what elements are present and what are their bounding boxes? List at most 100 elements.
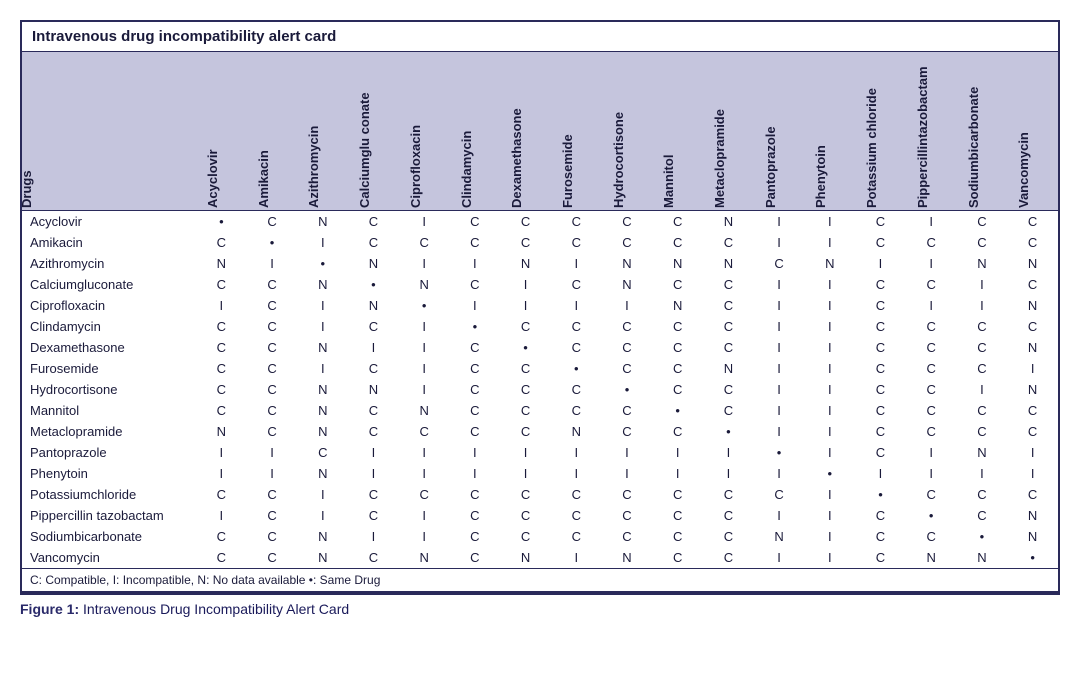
cell-value: I [804,379,855,400]
cell-value: • [602,379,653,400]
header-col-label: Clindamycin [459,190,474,208]
cell-value: • [297,253,348,274]
cell-value: I [297,484,348,505]
cell-value: I [196,505,247,526]
cell-value: N [703,253,754,274]
cell-value: I [196,463,247,484]
cell-value: C [399,484,450,505]
cell-value: I [450,442,501,463]
cell-value: C [652,484,703,505]
cell-value: C [450,421,501,442]
row-drug-name: Mannitol [22,400,196,421]
cell-value: I [754,274,805,295]
header-col: Acyclovir [196,52,247,211]
cell-value: C [754,253,805,274]
cell-value: N [348,295,399,316]
cell-value: N [1007,337,1058,358]
cell-value: C [551,232,602,253]
cell-value: • [551,358,602,379]
cell-value: C [855,526,906,547]
cell-value: • [196,211,247,233]
cell-value: I [652,442,703,463]
cell-value: C [500,400,551,421]
cell-value: C [551,316,602,337]
table-row: PhenytoinIINIIIIIIIII•IIII [22,463,1058,484]
cell-value: C [348,421,399,442]
cell-value: N [399,400,450,421]
cell-value: C [450,400,501,421]
cell-value: C [602,421,653,442]
cell-value: • [906,505,957,526]
cell-value: I [754,400,805,421]
cell-value: C [551,337,602,358]
cell-value: C [348,232,399,253]
cell-value: I [399,316,450,337]
cell-value: C [348,316,399,337]
cell-value: N [957,547,1008,568]
cell-value: I [804,400,855,421]
cell-value: I [348,442,399,463]
cell-value: I [957,379,1008,400]
cell-value: C [703,484,754,505]
cell-value: C [450,484,501,505]
header-col-label: Hydrocortisone [611,190,626,208]
cell-value: C [1007,484,1058,505]
cell-value: C [247,337,298,358]
cell-value: • [855,484,906,505]
cell-value: I [500,463,551,484]
cell-value: • [247,232,298,253]
cell-value: C [906,400,957,421]
cell-value: C [247,505,298,526]
cell-value: C [500,211,551,233]
cell-value: C [855,505,906,526]
table-row: VancomycinCCNCNCNINCCIICNN• [22,547,1058,568]
cell-value: C [551,505,602,526]
cell-value: N [399,547,450,568]
table-row: ClindamycinCCICI•CCCCCIICCCC [22,316,1058,337]
cell-value: I [957,463,1008,484]
table-header-row: DrugsAcyclovirAmikacinAzithromycinCalciu… [22,52,1058,211]
cell-value: C [906,421,957,442]
table-row: DexamethasoneCCNIIC•CCCCIICCCN [22,337,1058,358]
header-col-label: Acyclovir [205,190,220,208]
cell-value: C [348,211,399,233]
cell-value: C [703,274,754,295]
cell-value: C [1007,400,1058,421]
cell-value: I [348,463,399,484]
figure-label: Figure 1: [20,601,79,617]
table-row: SodiumbicarbonateCCNIICCCCCCNICC•N [22,526,1058,547]
cell-value: I [297,295,348,316]
cell-value: C [247,295,298,316]
cell-value: I [754,379,805,400]
cell-value: C [551,484,602,505]
cell-value: I [399,337,450,358]
cell-value: I [450,295,501,316]
header-col-label: Calciumglu conate [357,190,372,208]
header-col: Amikacin [247,52,298,211]
cell-value: C [450,505,501,526]
cell-value: I [804,211,855,233]
cell-value: C [1007,211,1058,233]
cell-value: C [855,358,906,379]
cell-value: C [1007,232,1058,253]
cell-value: N [1007,505,1058,526]
cell-value: I [906,211,957,233]
cell-value: • [957,526,1008,547]
cell-value: N [297,526,348,547]
cell-value: C [855,442,906,463]
row-drug-name: Azithromycin [22,253,196,274]
header-col-label: Amikacin [256,190,271,208]
cell-value: I [551,253,602,274]
cell-value: N [754,526,805,547]
cell-value: I [754,547,805,568]
cell-value: N [551,421,602,442]
cell-value: N [1007,295,1058,316]
table-row: PotassiumchlorideCCICCCCCCCCCI•CCC [22,484,1058,505]
cell-value: C [703,316,754,337]
cell-value: C [957,211,1008,233]
header-col: Dexamethasone [500,52,551,211]
cell-value: C [906,484,957,505]
cell-value: N [348,253,399,274]
cell-value: C [348,505,399,526]
cell-value: C [450,337,501,358]
